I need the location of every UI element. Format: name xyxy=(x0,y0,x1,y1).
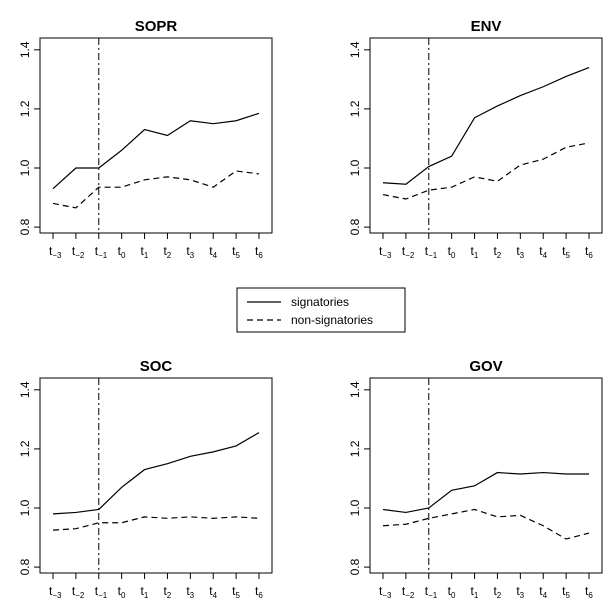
x-tick-label: t0 xyxy=(118,584,126,600)
y-tick-label: 1.0 xyxy=(18,159,32,176)
x-tick-label: t3 xyxy=(516,244,524,260)
y-tick-label: 1.4 xyxy=(348,41,362,58)
plot-frame xyxy=(39,377,273,574)
legend-box xyxy=(236,287,406,333)
x-tick-label: t1 xyxy=(141,584,149,600)
x-tick-label: t3 xyxy=(186,584,194,600)
x-tick-label: t3 xyxy=(186,244,194,260)
x-tick-label: t−2 xyxy=(72,244,85,260)
y-tick-label: 1.2 xyxy=(18,100,32,117)
x-tick-label: t−3 xyxy=(379,244,392,260)
x-tick-label: t5 xyxy=(562,244,570,260)
x-tick-label: t0 xyxy=(448,244,456,260)
x-tick-label: t5 xyxy=(562,584,570,600)
x-tick-label: t4 xyxy=(209,584,217,600)
series-line-signatories xyxy=(52,432,260,515)
x-tick-label: t2 xyxy=(163,584,171,600)
y-tick-label: 1.0 xyxy=(348,499,362,516)
x-tick-label: t2 xyxy=(493,244,501,260)
x-tick-label: t−1 xyxy=(425,584,438,600)
y-tick-label: 1.4 xyxy=(348,381,362,398)
y-tick-label: 1.4 xyxy=(18,41,32,58)
plot-frame xyxy=(369,377,603,574)
x-tick-label: t6 xyxy=(585,584,593,600)
legend: signatories non-signatories xyxy=(236,287,406,333)
x-tick-label: t6 xyxy=(255,584,263,600)
x-tick-label: t3 xyxy=(516,584,524,600)
x-tick-label: t−2 xyxy=(402,584,415,600)
x-tick-label: t1 xyxy=(471,244,479,260)
panel-title: SOPR xyxy=(135,18,178,35)
y-tick-label: 0.8 xyxy=(18,218,32,235)
x-tick-label: t0 xyxy=(118,244,126,260)
y-tick-label: 0.8 xyxy=(348,558,362,575)
series-line-signatories xyxy=(382,471,589,514)
x-tick-label: t1 xyxy=(471,584,479,600)
y-tick-label: 1.2 xyxy=(18,440,32,457)
series-line-non-signatories xyxy=(52,170,260,209)
series-line-signatories xyxy=(382,66,590,185)
legend-label: non-signatories xyxy=(291,313,373,327)
panel-title: SOC xyxy=(140,358,173,375)
series-line-non-signatories xyxy=(382,508,590,540)
series-line-non-signatories xyxy=(52,516,260,531)
plot-frame xyxy=(369,37,603,234)
x-tick-label: t1 xyxy=(141,244,149,260)
y-tick-label: 0.8 xyxy=(18,558,32,575)
x-tick-label: t6 xyxy=(585,244,593,260)
y-tick-label: 1.2 xyxy=(348,100,362,117)
x-tick-label: t4 xyxy=(539,584,547,600)
panel-gov: GOV 0.8 1.0 1.2 1.4 t−3 t−2 t−1 t0 t1 t2 t3 t4 t5 t6 xyxy=(348,358,603,600)
y-tick-label: 1.0 xyxy=(348,159,362,176)
x-tick-label: t−1 xyxy=(95,584,108,600)
x-tick-label: t0 xyxy=(448,584,456,600)
panel-sopr: SOPR 0.8 1.0 1.2 1.4 t−3 t−2 t−1 t0 t1 t2 t3 t4 t5 t6 xyxy=(18,18,273,260)
x-tick-label: t−3 xyxy=(49,584,62,600)
y-tick-label: 1.0 xyxy=(18,499,32,516)
panel-env: ENV 0.8 1.0 1.2 1.4 t−3 t−2 t−1 t0 t1 t2 t3 t4 t5 t6 xyxy=(348,18,603,260)
x-tick-label: t4 xyxy=(539,244,547,260)
x-tick-label: t2 xyxy=(493,584,501,600)
y-tick-label: 1.2 xyxy=(348,440,362,457)
y-tick-label: 0.8 xyxy=(348,218,362,235)
x-tick-label: t5 xyxy=(232,244,240,260)
x-tick-label: t−3 xyxy=(379,584,392,600)
x-tick-label: t−2 xyxy=(72,584,85,600)
panel-title: GOV xyxy=(469,358,502,375)
panel-soc: SOC 0.8 1.0 1.2 1.4 t−3 t−2 t−1 t0 t1 t2 t3 t4 t5 t6 xyxy=(18,358,273,600)
x-tick-label: t−1 xyxy=(425,244,438,260)
series-line-signatories xyxy=(52,112,260,190)
x-tick-label: t−2 xyxy=(402,244,415,260)
x-tick-label: t−1 xyxy=(95,244,108,260)
y-tick-label: 1.4 xyxy=(18,381,32,398)
legend-label: signatories xyxy=(291,295,349,309)
x-tick-label: t6 xyxy=(255,244,263,260)
x-tick-label: t−3 xyxy=(49,244,62,260)
x-tick-label: t4 xyxy=(209,244,217,260)
series-line-non-signatories xyxy=(382,142,590,200)
x-tick-label: t2 xyxy=(163,244,171,260)
x-tick-label: t5 xyxy=(232,584,240,600)
plot-frame xyxy=(39,37,273,234)
panel-title: ENV xyxy=(471,18,502,35)
